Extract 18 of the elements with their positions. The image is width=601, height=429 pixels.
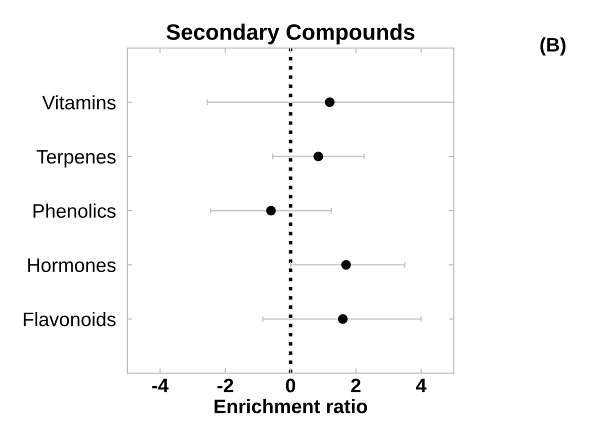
- y-tick-label: Flavonoids: [24, 312, 116, 326]
- point: [338, 314, 348, 324]
- text: (B): [540, 37, 566, 56]
- x-axis-title: Enrichment ratio: [214, 398, 368, 414]
- point: [266, 206, 276, 216]
- point: [313, 152, 324, 162]
- x-tick-label: -2: [217, 378, 234, 392]
- x-tick-label: 0: [286, 378, 296, 392]
- y-tick-label: Terpenes: [36, 150, 116, 168]
- x-tick-label: 2: [351, 378, 360, 392]
- x-tick-label: -4: [152, 378, 169, 392]
- y-tick-label: Hormones: [28, 258, 116, 272]
- y-tick-label: Vitamins: [42, 95, 116, 110]
- chart-title: Secondary Compounds: [166, 24, 414, 44]
- point: [341, 260, 351, 270]
- x-tick-label: 4: [416, 378, 426, 392]
- y-tick-label: Phenolics: [34, 204, 116, 218]
- point: [324, 97, 335, 108]
